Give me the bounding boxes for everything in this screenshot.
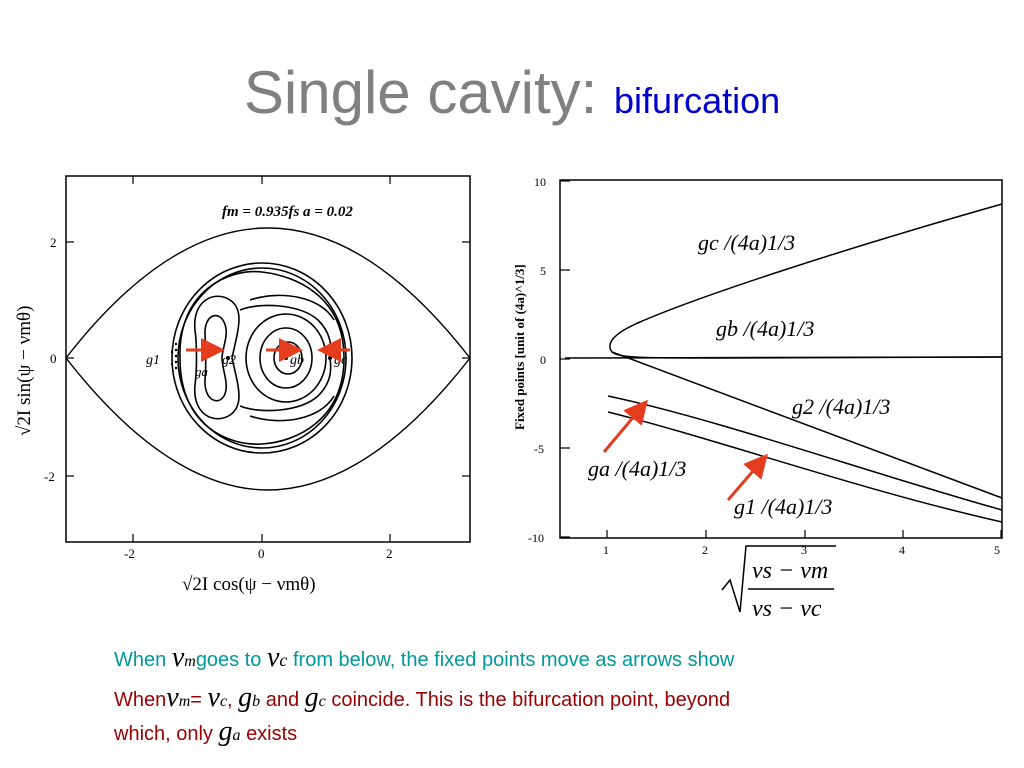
- caption1-goes-to: goes to: [195, 649, 262, 671]
- right-ylabel: Fixed points [unit of (4a)^1/3]: [512, 264, 527, 430]
- curve-label-g2: g2 /(4a)1/3: [792, 394, 890, 419]
- right-xtick-5: 5: [994, 543, 1000, 557]
- caption3-which: which, only: [114, 723, 213, 745]
- caption-line-1: When νmgoes to νc from below, the fixed …: [114, 642, 734, 674]
- g-b-symbol: gb: [238, 682, 261, 713]
- label-g2: g2: [222, 353, 236, 368]
- left-xtick-neg2: -2: [124, 546, 135, 561]
- right-ytick-neg10: -10: [528, 531, 544, 545]
- left-phase-plot: 2 0 -2 -2 0 2 fm = 0.935fs a = 0.02: [14, 175, 471, 595]
- caption-line-3: which, only ga exists: [114, 716, 297, 748]
- caption1-when: When: [114, 649, 167, 671]
- right-xtick-3: 3: [801, 543, 807, 557]
- nu-m-symbol-2: νm: [166, 682, 191, 713]
- left-ylabel: √2I sin(ψ − νmθ): [14, 306, 35, 436]
- right-fixed-point-plot: 10 5 0 -5 -10 1 2 3 4 5 Fixed points [un…: [512, 175, 1003, 622]
- right-ytick-5: 5: [540, 264, 546, 278]
- arrow-ga-curve: [602, 399, 648, 453]
- title-sub: bifurcation: [614, 80, 781, 121]
- left-ticks: [66, 176, 470, 542]
- right-xtick-4: 4: [899, 543, 905, 557]
- right-ytick-10: 10: [534, 175, 546, 189]
- arrow-g1-curve: [726, 453, 768, 501]
- left-xtick-0: 0: [258, 546, 265, 561]
- curve-label-ga: ga /(4a)1/3: [588, 456, 686, 481]
- nu-c-symbol: νc: [266, 642, 288, 673]
- xlabel-denominator: νs − νc: [752, 596, 822, 622]
- caption2-eq: =: [190, 689, 202, 711]
- nu-c-symbol-2: νc: [207, 682, 228, 713]
- left-ytick-2: 2: [50, 235, 57, 250]
- left-params: fm = 0.935fs a = 0.02: [222, 204, 353, 220]
- page-title: Single cavity: bifurcation: [0, 58, 1024, 127]
- fixed-point-curves: [564, 203, 1003, 523]
- label-ga: ga: [195, 364, 209, 379]
- title-main: Single cavity:: [243, 59, 598, 126]
- caption2-rest: coincide. This is the bifurcation point,…: [331, 689, 731, 711]
- island-contours: [171, 262, 353, 454]
- right-xtick-1: 1: [603, 543, 609, 557]
- left-xtick-2: 2: [386, 546, 393, 561]
- right-xtick-2: 2: [702, 543, 708, 557]
- caption1-rest: from below, the fixed points move as arr…: [292, 649, 735, 671]
- right-xlabel: νs − νm νs − νc: [721, 545, 836, 622]
- nu-m-symbol: νm: [171, 642, 196, 673]
- curve-label-g1: g1 /(4a)1/3: [734, 494, 832, 519]
- left-plot-frame: [65, 175, 471, 543]
- curve-label-gb: gb /(4a)1/3: [716, 316, 814, 341]
- left-ytick-0: 0: [50, 351, 57, 366]
- g-c-symbol: gc: [304, 682, 326, 713]
- caption2-when: When: [114, 689, 167, 711]
- caption3-exists: exists: [246, 723, 298, 745]
- label-g1: g1: [146, 353, 160, 368]
- g-a-symbol: ga: [218, 716, 241, 747]
- right-ticks: [560, 180, 1002, 538]
- caption2-and: and: [265, 689, 300, 711]
- separatrix-curve: [65, 227, 471, 491]
- right-ytick-neg5: -5: [534, 442, 544, 456]
- caption-line-2: Whenνm= νc, gb and gc coincide. This is …: [114, 682, 730, 714]
- left-ytick-neg2: -2: [44, 469, 55, 484]
- xlabel-numerator: νs − νm: [752, 558, 828, 584]
- right-ytick-0: 0: [540, 353, 546, 367]
- left-xlabel: √2I cos(ψ − νmθ): [182, 574, 316, 595]
- curve-label-gc: gc /(4a)1/3: [698, 230, 795, 255]
- caption2-comma: ,: [227, 689, 233, 711]
- label-gc: gc: [334, 353, 348, 368]
- label-gb: gb: [290, 353, 304, 368]
